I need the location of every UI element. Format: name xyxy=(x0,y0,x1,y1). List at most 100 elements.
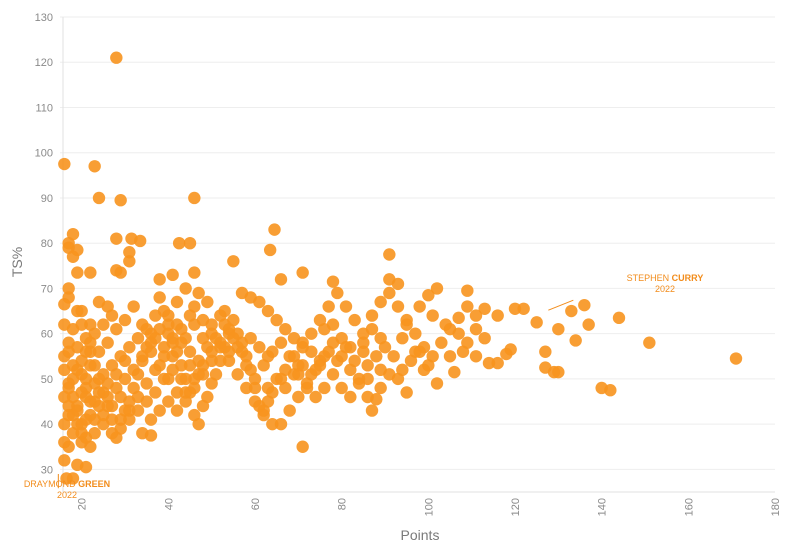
data-point xyxy=(188,408,201,422)
data-point xyxy=(149,309,162,322)
data-point xyxy=(357,336,370,349)
data-point xyxy=(153,273,166,286)
data-point xyxy=(188,266,201,279)
data-point xyxy=(296,440,309,453)
data-point xyxy=(287,368,301,381)
data-point xyxy=(482,356,496,370)
data-point xyxy=(348,313,361,327)
data-point xyxy=(166,268,179,282)
annotation-curry-year: 2022 xyxy=(655,284,675,294)
data-point xyxy=(123,246,136,259)
data-point xyxy=(413,300,426,313)
data-point xyxy=(391,300,405,313)
y-tick-label: 60 xyxy=(41,329,53,341)
data-point xyxy=(263,243,277,257)
data-point xyxy=(110,322,123,336)
data-point xyxy=(214,309,227,322)
data-point xyxy=(110,368,123,381)
data-point xyxy=(400,313,413,327)
data-point xyxy=(153,404,166,417)
data-point xyxy=(88,426,101,440)
x-tick-label: 20 xyxy=(77,498,89,510)
data-point xyxy=(530,316,543,329)
data-point xyxy=(92,386,106,399)
data-point xyxy=(508,302,522,315)
data-point xyxy=(231,368,244,381)
data-point xyxy=(461,300,474,313)
data-point xyxy=(612,311,626,325)
data-point xyxy=(305,368,318,381)
data-point xyxy=(114,413,127,426)
data-point xyxy=(283,404,296,417)
annotation-green-name: DRAYMOND GREEN xyxy=(24,479,110,489)
data-point xyxy=(240,359,253,372)
data-point xyxy=(188,318,201,331)
annotation-green-year: 2022 xyxy=(57,490,77,500)
y-tick-label: 100 xyxy=(35,148,53,160)
data-point xyxy=(66,250,80,263)
data-point xyxy=(162,327,175,340)
data-point xyxy=(240,381,253,395)
data-point xyxy=(149,331,162,345)
y-axis-title: TS% xyxy=(9,247,25,277)
data-point xyxy=(348,354,361,368)
data-point xyxy=(244,291,257,304)
data-point xyxy=(266,417,279,431)
data-point xyxy=(105,426,119,440)
data-point xyxy=(175,372,188,386)
data-point xyxy=(118,313,132,327)
data-point xyxy=(192,286,205,300)
data-point xyxy=(84,359,97,372)
data-point xyxy=(422,289,435,302)
y-axis: 30 40 50 60 70 80 90 100 110 120 130 xyxy=(35,12,53,476)
y-tick-label: 40 xyxy=(41,419,53,431)
data-point xyxy=(75,436,88,449)
data-point xyxy=(140,322,153,336)
data-points xyxy=(58,51,743,485)
data-point xyxy=(88,160,101,173)
x-tick-label: 40 xyxy=(163,498,175,510)
data-point xyxy=(101,336,114,349)
data-point xyxy=(426,309,439,322)
data-point xyxy=(391,277,405,291)
data-point xyxy=(335,381,348,395)
data-point xyxy=(133,234,147,248)
data-point xyxy=(396,331,409,345)
data-point xyxy=(75,386,88,399)
data-point xyxy=(131,404,145,417)
data-point xyxy=(552,322,565,336)
data-point xyxy=(105,309,119,322)
data-point xyxy=(183,236,197,250)
data-point xyxy=(517,302,530,315)
data-point xyxy=(222,354,236,368)
annotation-leader-line xyxy=(548,299,574,311)
x-axis: 20 40 60 80 100 120 140 160 180 xyxy=(77,498,782,516)
x-tick-label: 120 xyxy=(510,498,522,516)
data-point xyxy=(396,363,409,377)
data-point xyxy=(383,248,396,261)
data-point xyxy=(539,361,552,374)
data-point xyxy=(279,322,292,336)
data-point xyxy=(157,341,171,354)
data-point xyxy=(170,404,184,417)
data-point xyxy=(261,381,275,395)
data-point xyxy=(326,368,340,381)
y-tick-label: 30 xyxy=(41,464,53,476)
data-point xyxy=(66,426,80,440)
data-point xyxy=(84,266,97,279)
data-point xyxy=(500,347,513,361)
data-point xyxy=(582,318,595,331)
data-point xyxy=(296,359,309,372)
data-point xyxy=(58,417,71,431)
data-point xyxy=(144,429,158,442)
data-point xyxy=(283,350,296,363)
data-point xyxy=(205,345,218,358)
data-point xyxy=(84,318,97,331)
data-point xyxy=(179,395,192,408)
data-point xyxy=(400,386,413,399)
data-point xyxy=(209,331,223,345)
data-point xyxy=(274,417,288,431)
data-point xyxy=(374,295,387,309)
data-point xyxy=(413,345,426,358)
